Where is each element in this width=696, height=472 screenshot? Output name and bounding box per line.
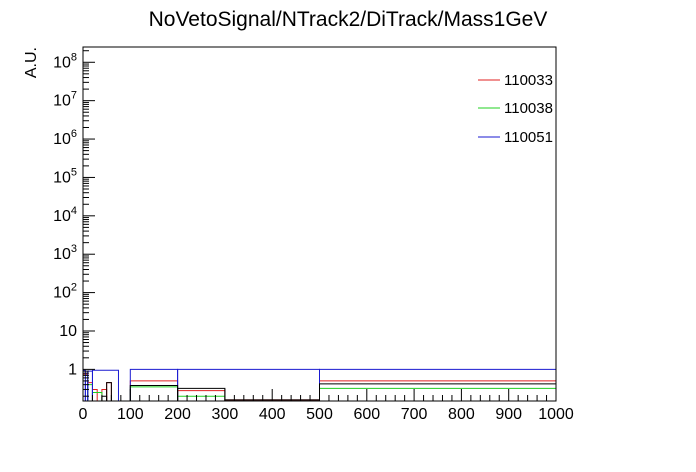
y-tick-label: 108 bbox=[53, 51, 77, 71]
x-tick-label: 500 bbox=[306, 406, 333, 423]
legend-label-110038: 110038 bbox=[504, 100, 553, 117]
histogram-bin bbox=[106, 382, 112, 401]
x-tick-label: 1000 bbox=[538, 406, 574, 423]
x-tick-label: 700 bbox=[401, 406, 428, 423]
x-tick-label: 300 bbox=[212, 406, 239, 423]
y-tick-label: 104 bbox=[53, 205, 77, 225]
y-tick-label: 10 bbox=[59, 323, 77, 340]
legend-label-110033: 110033 bbox=[504, 72, 553, 89]
x-tick-label: 800 bbox=[448, 406, 475, 423]
y-tick-label: 102 bbox=[53, 282, 77, 302]
y-tick-label: 106 bbox=[53, 128, 77, 148]
histogram-bin bbox=[91, 369, 119, 401]
x-tick-label: 0 bbox=[79, 406, 88, 423]
y-tick-label: 1 bbox=[68, 361, 77, 378]
y-tick-label: 103 bbox=[53, 243, 77, 263]
x-tick-label: 100 bbox=[117, 406, 144, 423]
chart-title: NoVetoSignal/NTrack2/DiTrack/Mass1GeV bbox=[149, 8, 548, 31]
axis-layer: 0 100 200 300 400 500 600 700 800 900 1000 1 10 102 10… bbox=[53, 50, 574, 423]
x-tick-label: 900 bbox=[495, 406, 522, 423]
y-tick-label: 105 bbox=[53, 166, 77, 186]
y-axis-title: A.U. bbox=[23, 47, 40, 78]
legend-label-110051: 110051 bbox=[504, 129, 553, 146]
x-tick-label: 600 bbox=[353, 406, 380, 423]
y-tick-label: 107 bbox=[53, 90, 77, 110]
legend: 110033 110038 110051 bbox=[478, 72, 553, 146]
x-tick-label: 400 bbox=[259, 406, 286, 423]
x-tick-label: 200 bbox=[164, 406, 191, 423]
